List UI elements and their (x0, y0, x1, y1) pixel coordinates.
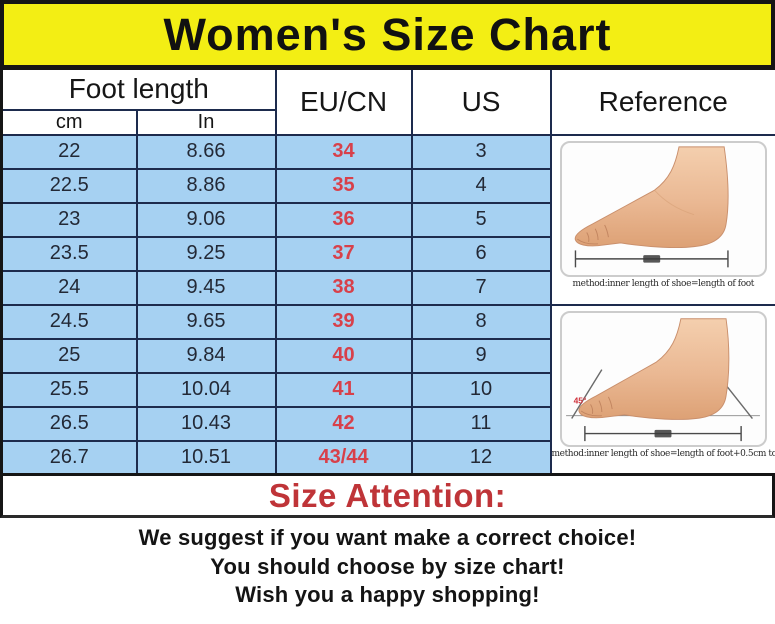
cell-inch: 10.43 (135, 405, 277, 442)
cell-cm: 26.5 (0, 405, 138, 442)
cell-cm: 25.5 (0, 371, 138, 408)
method-caption-1: method:inner length of shoe=length of fo… (572, 278, 755, 289)
cell-inch: 10.04 (135, 371, 277, 408)
cell-eu: 34 (274, 133, 413, 170)
cell-us: 7 (410, 269, 552, 306)
cell-eu: 36 (274, 201, 413, 238)
cell-eu: 35 (274, 167, 413, 204)
cell-us: 9 (410, 337, 552, 374)
table-row: 24.5 9.65 39 8 (0, 303, 775, 476)
table-row: 25 9.84 40 9 (0, 337, 775, 374)
table-row: 22 8.66 34 3 (0, 133, 775, 306)
shopping-advice: We suggest if you want make a correct ch… (0, 518, 775, 619)
cell-cm: 22.5 (0, 167, 138, 204)
measure-label-smudge (643, 254, 661, 263)
cell-cm: 23.5 (0, 235, 138, 272)
table-row: 23.5 9.25 37 6 (0, 235, 775, 272)
cell-us: 5 (410, 201, 552, 238)
cell-us: 12 (410, 439, 552, 476)
cell-eu: 40 (274, 337, 413, 374)
table-row: 26.5 10.43 42 11 (0, 405, 775, 442)
foot-measure-figure-1 (559, 140, 768, 277)
cell-cm: 26.7 (0, 439, 138, 476)
cell-cm: 24 (0, 269, 138, 306)
cell-inch: 9.25 (135, 235, 277, 272)
foot-measure-figure-2: 45° (559, 310, 768, 447)
method-caption-2: method:inner length of shoe=length of fo… (551, 448, 775, 459)
header-reference: Reference (549, 67, 775, 136)
foot-angle-illustration: 45° (566, 317, 761, 441)
cell-us: 8 (410, 303, 552, 340)
table-row: 22.5 8.86 35 4 (0, 167, 775, 204)
cell-eu: 43/44 (274, 439, 413, 476)
cell-us: 11 (410, 405, 552, 442)
measure-label-smudge (654, 429, 672, 437)
foot-side-illustration (574, 145, 729, 267)
cell-us: 4 (410, 167, 552, 204)
table-header: Foot length EU/CN US Reference cm In (0, 67, 775, 136)
advice-line-1: We suggest if you want make a correct ch… (138, 524, 637, 550)
cell-cm: 24.5 (0, 303, 138, 340)
cell-eu: 37 (274, 235, 413, 272)
cell-cm: 23 (0, 201, 138, 238)
cell-inch: 9.06 (135, 201, 277, 238)
advice-line-2: You should choose by size chart! (210, 553, 565, 579)
header-inch: In (135, 108, 277, 136)
reference-cell-shoe-length: 45° method:inner length of shoe=length o… (549, 303, 775, 476)
cell-eu: 38 (274, 269, 413, 306)
title-band: Women's Size Chart (0, 0, 775, 67)
cell-cm: 22 (0, 133, 138, 170)
cell-eu: 41 (274, 371, 413, 408)
size-conversion-table: Foot length EU/CN US Reference cm In 22 … (0, 67, 775, 476)
size-attention-band: Size Attention: (0, 476, 775, 518)
cell-inch: 10.51 (135, 439, 277, 476)
header-eu-cn: EU/CN (274, 67, 413, 136)
header-foot-length: Foot length (0, 67, 277, 111)
cell-inch: 9.45 (135, 269, 277, 306)
cell-us: 10 (410, 371, 552, 408)
cell-inch: 9.65 (135, 303, 277, 340)
header-us: US (410, 67, 552, 136)
reference-cell-foot-length: method:inner length of shoe=length of fo… (549, 133, 775, 306)
header-cm: cm (0, 108, 138, 136)
size-attention-heading: Size Attention: (268, 476, 507, 514)
cell-us: 6 (410, 235, 552, 272)
table-row: 25.5 10.04 41 10 (0, 371, 775, 408)
cell-eu: 42 (274, 405, 413, 442)
page-title: Women's Size Chart (163, 8, 612, 60)
cell-us: 3 (410, 133, 552, 170)
cell-eu: 39 (274, 303, 413, 340)
cell-inch: 8.66 (135, 133, 277, 170)
cell-inch: 8.86 (135, 167, 277, 204)
table-row: 24 9.45 38 7 (0, 269, 775, 306)
cell-cm: 25 (0, 337, 138, 374)
table-row: 23 9.06 36 5 (0, 201, 775, 238)
angle-45-label: 45° (574, 395, 587, 405)
table-row: 26.7 10.51 43/44 12 (0, 439, 775, 476)
cell-inch: 9.84 (135, 337, 277, 374)
advice-line-3: Wish you a happy shopping! (235, 582, 540, 608)
